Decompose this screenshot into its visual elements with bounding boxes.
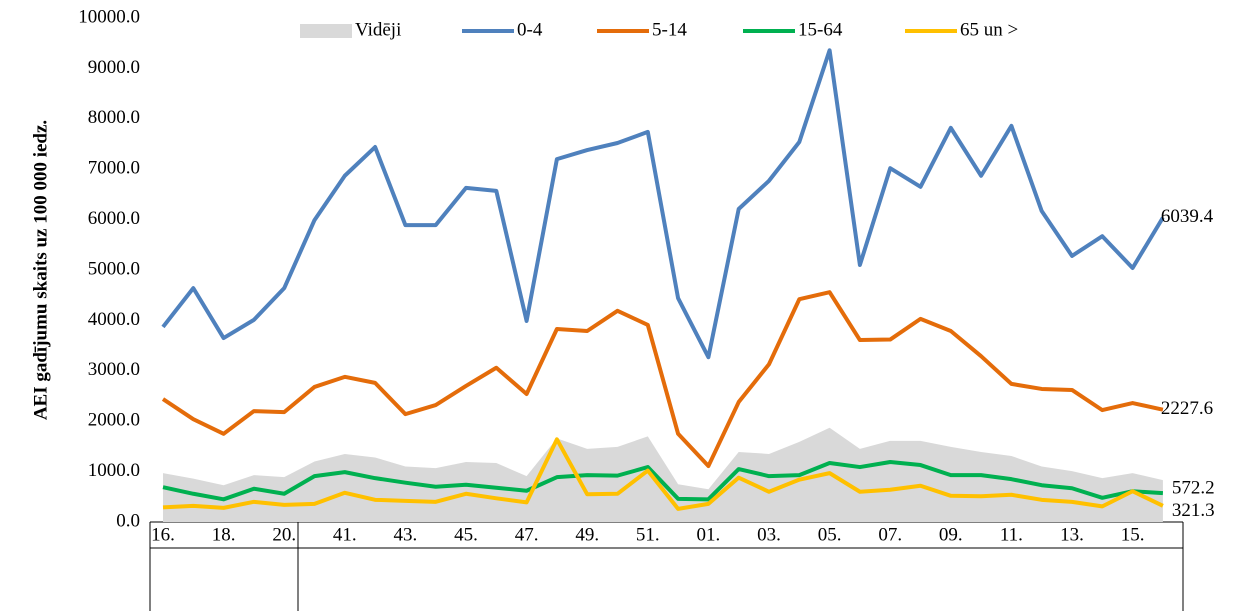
y-tick-label: 0.0 xyxy=(116,510,140,531)
x-tick-label: 03. xyxy=(757,524,781,545)
legend-label: 15-64 xyxy=(798,19,843,40)
x-tick-label: 05. xyxy=(818,524,842,545)
x-tick-label: 07. xyxy=(878,524,902,545)
line xyxy=(162,437,1164,511)
y-tick-label: 9000.0 xyxy=(88,57,140,78)
area xyxy=(163,427,1163,522)
data-label: 2227.6 xyxy=(1161,398,1213,419)
x-tick-label: 41. xyxy=(333,524,357,545)
x-tick-label: 13. xyxy=(1060,524,1084,545)
x-tick-label: 20. xyxy=(272,524,296,545)
y-tick-label: 10000.0 xyxy=(78,6,140,27)
legend-label: 0-4 xyxy=(517,19,543,40)
y-tick-label: 5000.0 xyxy=(88,258,140,279)
x-tick-label: 18. xyxy=(212,524,236,545)
line xyxy=(161,48,1165,360)
x-tick-label: 15. xyxy=(1121,524,1145,545)
x-tick-label: 16. xyxy=(151,524,175,545)
x-tick-label: 45. xyxy=(454,524,478,545)
line xyxy=(161,290,1164,469)
data-label: 321.3 xyxy=(1172,500,1215,521)
legend-label: 5-14 xyxy=(652,19,687,40)
y-tick-label: 2000.0 xyxy=(88,410,140,431)
x-tick-label: 43. xyxy=(394,524,418,545)
x-tick-label: 09. xyxy=(939,524,963,545)
legend-label: Vidēji xyxy=(355,19,401,40)
legend-label: 65 un > xyxy=(960,19,1018,40)
line xyxy=(162,460,1164,502)
y-tick-label: 7000.0 xyxy=(88,158,140,179)
x-tick-label: 47. xyxy=(515,524,539,545)
y-axis-label: AEI gadījumu skaits uz 100 000 iedz. xyxy=(30,120,51,420)
x-tick-label: 01. xyxy=(697,524,721,545)
y-tick-label: 8000.0 xyxy=(88,107,140,128)
x-tick-label: 51. xyxy=(636,524,660,545)
data-label: 572.2 xyxy=(1172,478,1215,499)
y-tick-label: 1000.0 xyxy=(88,460,140,481)
y-tick-label: 6000.0 xyxy=(88,208,140,229)
legend-swatch xyxy=(300,24,352,38)
y-tick-label: 3000.0 xyxy=(88,359,140,380)
x-tick-label: 11. xyxy=(1000,524,1023,545)
data-label: 6039.4 xyxy=(1161,206,1214,227)
x-tick-label: 49. xyxy=(575,524,599,545)
y-tick-label: 4000.0 xyxy=(88,309,140,330)
